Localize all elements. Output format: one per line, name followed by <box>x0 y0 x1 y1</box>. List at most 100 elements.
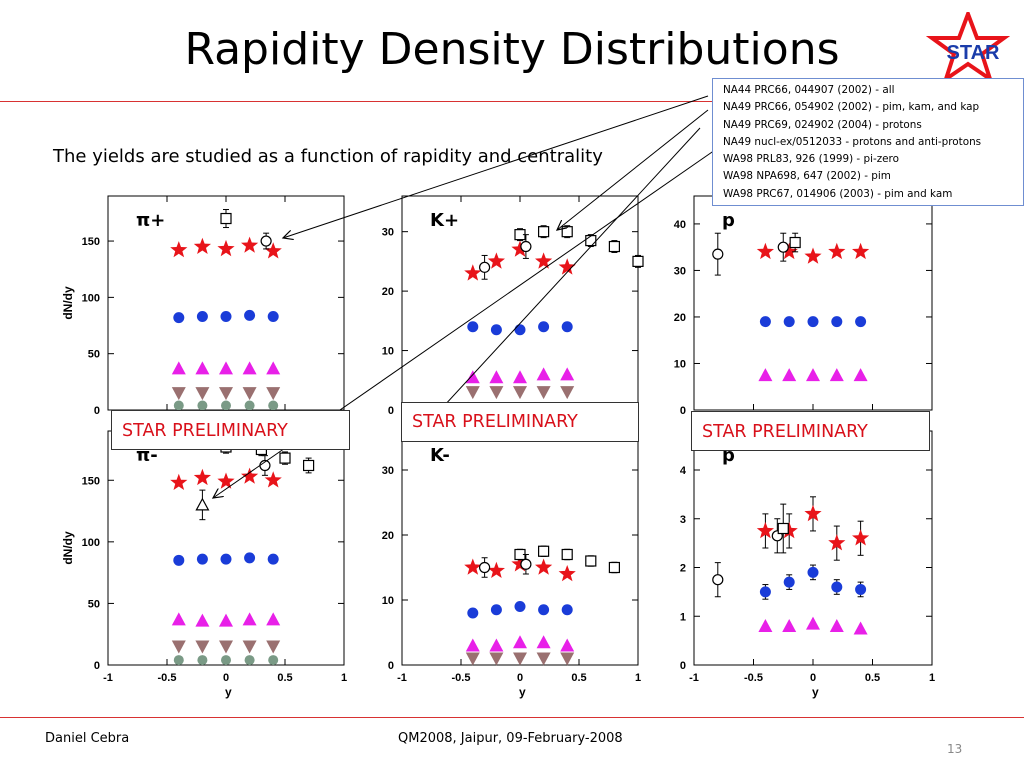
slide-title: Rapidity Density Distributions <box>184 24 840 75</box>
dot-point <box>831 316 843 328</box>
dot-point <box>561 604 573 616</box>
open-square-point <box>585 234 597 247</box>
dot-point <box>267 553 279 565</box>
x-tick-label: 0 <box>517 672 523 684</box>
open-circle-point <box>260 235 272 247</box>
dot-point <box>467 321 479 333</box>
triangle-down-point <box>219 640 233 654</box>
reference-line: NA49 PRC69, 024902 (2004) - protons <box>723 118 922 131</box>
triangle-down-point <box>560 652 575 666</box>
triangle-down-point <box>513 386 527 400</box>
triangle-point <box>853 368 868 382</box>
gray-point <box>221 655 231 666</box>
panel-label: π- <box>136 445 158 466</box>
star-point <box>804 247 822 264</box>
reference-line: NA44 PRC66, 044907 (2002) - all <box>723 84 895 96</box>
triangle-down-point <box>536 652 551 666</box>
triangle-down-point <box>513 652 527 666</box>
triangle-down-point <box>536 386 551 400</box>
open-square-point <box>279 452 291 464</box>
y-tick-label: 20 <box>382 286 394 298</box>
star-point <box>780 521 798 539</box>
y-tick-label: 30 <box>382 465 394 477</box>
star-point <box>264 242 282 259</box>
panel-label: K- <box>430 445 450 466</box>
open-square-point <box>561 226 573 238</box>
gray-point <box>197 655 208 666</box>
y-tick-label: 50 <box>88 349 100 361</box>
triangle-point <box>829 368 844 382</box>
star-point <box>828 534 846 551</box>
star-point <box>170 473 188 490</box>
y-tick-label: 150 <box>82 475 100 487</box>
star-point <box>464 558 482 575</box>
page-number: 13 <box>947 742 963 756</box>
triangle-down-point <box>242 640 257 654</box>
star-point <box>487 561 505 578</box>
reference-line: NA49 PRC66, 054902 (2002) - pim, kam, an… <box>723 101 980 114</box>
triangle-down-point <box>195 640 210 654</box>
y-tick-label: 100 <box>82 537 100 549</box>
open-square-point <box>561 548 573 561</box>
footer-author: Daniel Cebra <box>45 731 130 746</box>
gray-point <box>173 400 184 411</box>
logo-text: STAR <box>947 42 1001 64</box>
triangle-down-point <box>171 387 186 401</box>
triangle-point <box>513 635 527 649</box>
triangle-down-point <box>242 387 257 401</box>
star-point <box>756 242 774 260</box>
dot-point <box>244 552 256 564</box>
y-tick-label: 1 <box>680 611 686 623</box>
triangle-down-point <box>219 387 233 401</box>
triangle-down-point <box>266 387 281 401</box>
panel-label: p <box>722 210 735 231</box>
panel-3: 0 50 100 150 -1 -0.5 0 0.5 1 y dN/dy π- <box>61 430 347 699</box>
dot-point <box>173 554 185 566</box>
triangle-point <box>195 613 210 627</box>
y-tick-label: 0 <box>680 405 686 417</box>
panel-frame <box>401 430 639 666</box>
triangle-point <box>489 370 504 384</box>
y-tick-label: 2 <box>680 563 686 575</box>
dot-point <box>244 309 256 321</box>
reference-arrow <box>283 95 709 238</box>
open-circle-point <box>712 248 724 260</box>
triangle-point <box>806 368 820 382</box>
open-circle-point <box>777 241 789 253</box>
x-tick-label: 1 <box>635 672 641 684</box>
x-tick-label: 1 <box>341 672 347 684</box>
subtitle: The yields are studied as a function of … <box>53 146 603 167</box>
triangle-point <box>465 638 480 652</box>
y-tick-label: 10 <box>382 346 394 358</box>
reference-line: WA98 NPA698, 647 (2002) - pim <box>723 170 891 183</box>
star-point <box>264 471 282 488</box>
dot-point <box>538 604 550 616</box>
x-tick-label: -0.5 <box>744 672 763 684</box>
triangle-point <box>536 635 551 649</box>
open-triangle-point <box>195 497 210 511</box>
gray-point <box>244 655 255 666</box>
open-circle-point <box>520 558 532 570</box>
y-tick-label: 150 <box>82 236 100 248</box>
y-tick-label: 0 <box>94 660 100 672</box>
x-axis-label: y <box>519 685 526 699</box>
triangle-point <box>560 367 575 381</box>
triangle-down-point <box>560 386 575 400</box>
dot-point <box>783 316 795 328</box>
dot-point <box>831 581 843 593</box>
triangle-down-point <box>195 387 210 401</box>
star-point <box>511 240 529 257</box>
triangle-down-point <box>489 652 504 666</box>
star-point <box>828 242 846 260</box>
open-square-point <box>537 226 550 238</box>
open-square-point <box>608 240 621 253</box>
panel-0: 0 50 100 150 dN/dy π+ <box>61 195 345 417</box>
footer-rule <box>0 717 1024 718</box>
y-tick-label: 4 <box>680 465 687 477</box>
triangle-point <box>242 612 257 626</box>
star-point <box>535 558 553 575</box>
x-tick-label: -1 <box>103 672 113 684</box>
triangle-point <box>219 361 233 375</box>
triangle-point <box>465 370 480 384</box>
